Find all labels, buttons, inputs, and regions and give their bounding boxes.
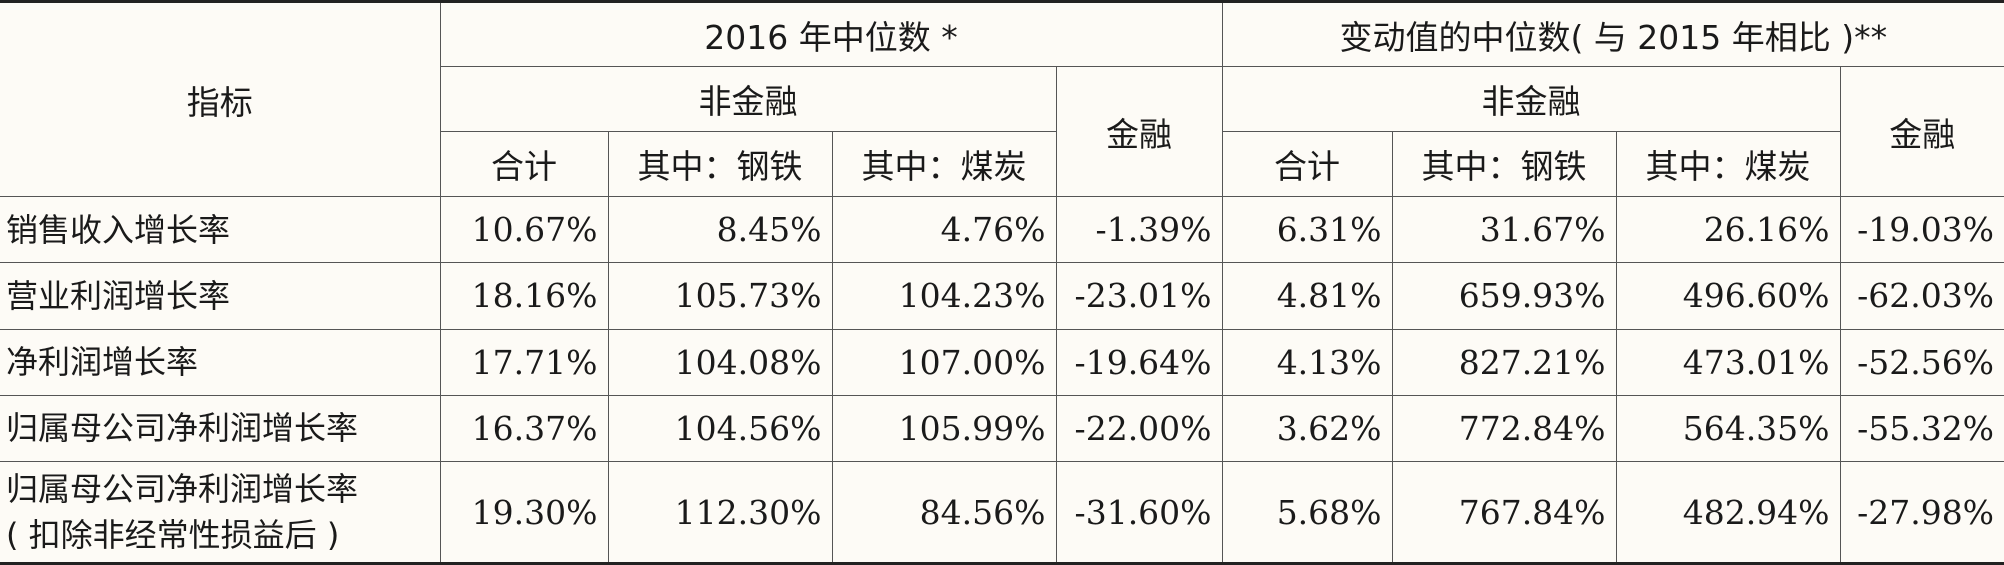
header-row-1: 指标 2016 年中位数 * 变动值的中位数( 与 2015 年相比 )** <box>0 1 2004 197</box>
table-row: 销售收入增长率 10.67% 8.45% 4.76% -1.39% 6.31% 31.67%… <box>0 195 2004 264</box>
value-cell: 496.60% <box>1615 262 1841 330</box>
value-cell: 18.16% <box>439 262 609 330</box>
value-cell: -27.98% <box>1839 461 2004 564</box>
value-cell: 105.73% <box>607 262 833 330</box>
value-cell: 827.21% <box>1391 328 1617 396</box>
value-cell: 112.30% <box>607 461 833 564</box>
value-cell: 26.16% <box>1615 195 1841 264</box>
header-group-change: 变动值的中位数( 与 2015 年相比 )** <box>1221 1 2004 67</box>
value-cell: 767.84% <box>1391 461 1617 564</box>
value-cell: 473.01% <box>1615 328 1841 396</box>
value-cell: 8.45% <box>607 195 833 264</box>
row-label-line: 归属母公司净利润增长率 <box>6 409 359 448</box>
header-total-2016: 合计 <box>440 131 609 197</box>
header-row-3: 合计 其中：钢铁 其中：煤炭 合计 其中：钢铁 其中：煤炭 <box>0 131 2004 197</box>
value-cell: 10.67% <box>439 195 609 264</box>
header-indicator: 指标 <box>0 1 441 197</box>
value-cell: 107.00% <box>831 328 1057 396</box>
row-label-line: 营业利润增长率 <box>6 276 231 315</box>
value-cell: 5.68% <box>1221 461 1393 564</box>
value-cell: 4.13% <box>1221 328 1393 396</box>
header-coal-change: 其中：煤炭 <box>1615 131 1841 197</box>
header-steel-2016: 其中：钢铁 <box>607 131 833 197</box>
value-cell: -22.00% <box>1055 394 1223 463</box>
value-cell: 6.31% <box>1221 195 1393 264</box>
header-nonfinancial-change: 非金融 <box>1221 66 1841 132</box>
header-group-2016: 2016 年中位数 * <box>439 1 1223 67</box>
value-cell: 772.84% <box>1391 394 1617 463</box>
header-financial-2016: 金融 <box>1055 66 1223 197</box>
value-cell: 3.62% <box>1221 394 1393 463</box>
value-cell: -31.60% <box>1055 461 1223 564</box>
value-cell: 16.37% <box>439 394 609 463</box>
table-row: 净利润增长率 17.71% 104.08% 107.00% -19.64% 4.13% 82… <box>0 328 2004 396</box>
row-label: 净利润增长率 <box>0 328 441 396</box>
row-label-line: 归属母公司净利润增长率 <box>6 470 359 508</box>
header-financial-change: 金融 <box>1839 66 2004 197</box>
header-row-2: 非金融 金融 非金融 金融 <box>0 66 2004 197</box>
value-cell: -52.56% <box>1839 328 2004 396</box>
value-cell: 17.71% <box>439 328 609 396</box>
header-total-change: 合计 <box>1221 131 1393 197</box>
value-cell: -23.01% <box>1055 262 1223 330</box>
table-body: 销售收入增长率 10.67% 8.45% 4.76% -1.39% 6.31% 31.67%… <box>0 195 2004 564</box>
header-coal-2016: 其中：煤炭 <box>831 131 1057 197</box>
row-label-line: 净利润增长率 <box>6 343 199 382</box>
value-cell: 104.23% <box>831 262 1057 330</box>
value-cell: -19.03% <box>1839 195 2004 264</box>
value-cell: 4.81% <box>1221 262 1393 330</box>
table-row: 归属母公司净利润增长率 16.37% 104.56% 105.99% -22.00% 3.… <box>0 394 2004 463</box>
value-cell: 564.35% <box>1615 394 1841 463</box>
table-row: 归属母公司净利润增长率 ( 扣除非经常性损益后 ) 19.30% 112.30% 84.… <box>0 461 2004 564</box>
value-cell: 104.56% <box>607 394 833 463</box>
value-cell: 482.94% <box>1615 461 1841 564</box>
row-label-note: ( 扣除非经常性损益后 ) <box>6 516 340 554</box>
value-cell: 104.08% <box>607 328 833 396</box>
value-cell: -19.64% <box>1055 328 1223 396</box>
table-row: 营业利润增长率 18.16% 105.73% 104.23% -23.01% 4.81% 6… <box>0 262 2004 330</box>
row-label-line: 销售收入增长率 <box>6 210 231 249</box>
value-cell: 105.99% <box>831 394 1057 463</box>
row-label: 销售收入增长率 <box>0 195 441 264</box>
row-label: 归属母公司净利润增长率 <box>0 394 441 463</box>
value-cell: -62.03% <box>1839 262 2004 330</box>
value-cell: 31.67% <box>1391 195 1617 264</box>
value-cell: 19.30% <box>439 461 609 564</box>
row-label: 归属母公司净利润增长率 ( 扣除非经常性损益后 ) <box>0 461 441 564</box>
row-label: 营业利润增长率 <box>0 262 441 330</box>
header-steel-change: 其中：钢铁 <box>1391 131 1617 197</box>
value-cell: 4.76% <box>831 195 1057 264</box>
value-cell: 659.93% <box>1391 262 1617 330</box>
value-cell: -1.39% <box>1055 195 1223 264</box>
value-cell: 84.56% <box>831 461 1057 564</box>
value-cell: -55.32% <box>1839 394 2004 463</box>
header-nonfinancial-2016: 非金融 <box>440 66 1057 132</box>
